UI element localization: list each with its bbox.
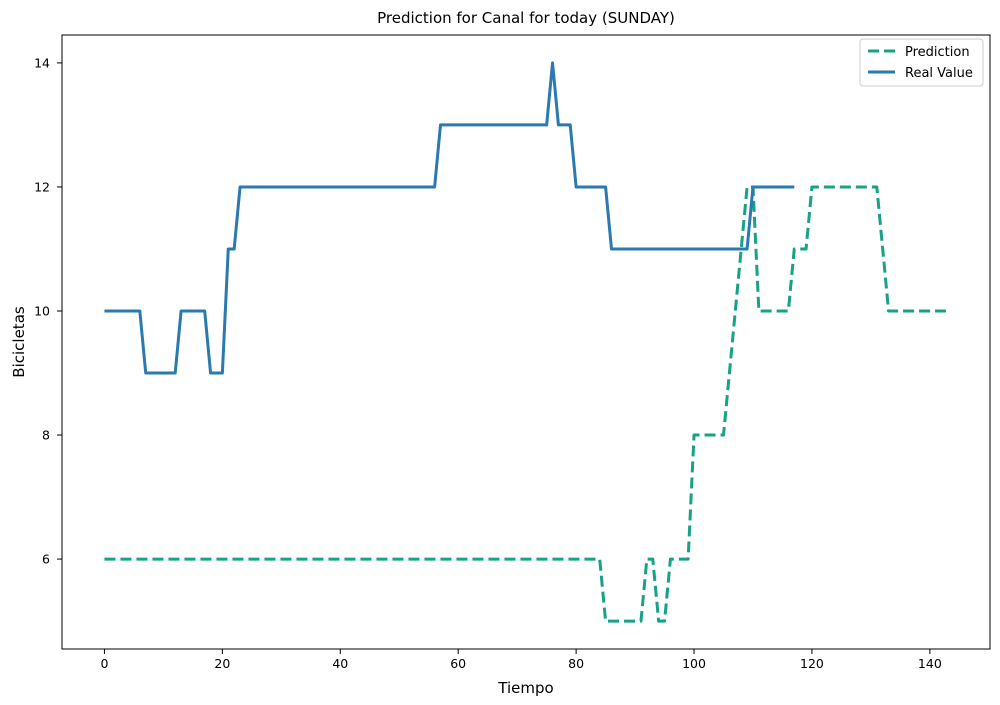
- x-axis-ticks: 0 20 40 60 80 100 120 140: [100, 649, 942, 671]
- y-tick-label: 10: [34, 303, 50, 318]
- x-tick-label: 140: [918, 656, 942, 671]
- x-tick-label: 60: [450, 656, 466, 671]
- legend: Prediction Real Value: [859, 38, 984, 87]
- x-tick-label: 0: [100, 656, 108, 671]
- y-axis-label: Bicicletas: [10, 306, 28, 378]
- x-tick-label: 120: [800, 656, 824, 671]
- x-tick-label: 40: [332, 656, 348, 671]
- legend-label-real-value: Real Value: [905, 66, 973, 81]
- y-tick-label: 6: [42, 552, 50, 567]
- chart-title: Prediction for Canal for today (SUNDAY): [377, 9, 675, 27]
- x-axis-label: Tiempo: [497, 679, 553, 697]
- plot-frame: [61, 34, 991, 650]
- y-tick-label: 8: [42, 428, 50, 443]
- series-layer: [104, 61, 948, 623]
- x-tick-label: 100: [682, 656, 706, 671]
- legend-label-prediction: Prediction: [905, 45, 970, 60]
- y-tick-label: 12: [34, 179, 50, 194]
- x-tick-label: 80: [568, 656, 584, 671]
- x-tick-label: 20: [214, 656, 230, 671]
- y-axis-ticks: 6 8 10 12 14: [34, 55, 62, 567]
- y-tick-label: 14: [34, 55, 50, 70]
- series-line-real-value: [104, 61, 795, 375]
- series-line-prediction: [104, 185, 948, 623]
